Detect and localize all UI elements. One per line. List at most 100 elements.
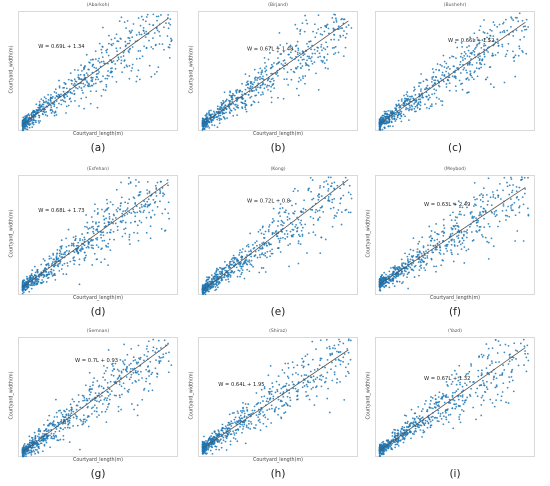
data-point	[308, 55, 311, 58]
data-point	[41, 450, 44, 453]
data-point	[48, 255, 51, 258]
data-point	[476, 75, 479, 78]
regression-line	[202, 20, 349, 125]
data-point	[282, 64, 284, 67]
data-point	[469, 72, 472, 75]
data-point	[154, 367, 157, 370]
data-point	[499, 198, 502, 200]
data-point	[132, 356, 135, 359]
data-point	[396, 115, 399, 117]
data-point	[340, 211, 343, 214]
data-point	[47, 99, 50, 101]
data-point	[333, 373, 336, 376]
data-point	[129, 32, 132, 34]
data-point	[154, 184, 157, 187]
data-point	[413, 107, 416, 110]
data-point	[150, 373, 153, 376]
data-point	[296, 394, 299, 397]
scatter-plot: W = 0.7L + 0.93	[21, 338, 173, 458]
data-point	[41, 279, 44, 281]
data-point	[150, 46, 153, 48]
data-point	[482, 187, 485, 190]
data-point	[406, 255, 409, 258]
data-point	[496, 189, 499, 192]
data-point	[167, 27, 170, 30]
data-point	[147, 350, 150, 353]
data-point	[22, 124, 24, 127]
data-point	[110, 221, 113, 223]
data-point	[283, 412, 285, 415]
data-point	[132, 23, 135, 25]
data-point	[74, 235, 77, 238]
data-point	[211, 113, 214, 116]
data-point	[267, 374, 270, 377]
data-point	[236, 410, 239, 413]
data-point	[288, 217, 291, 220]
data-point	[80, 248, 82, 251]
data-point	[211, 284, 214, 286]
data-point	[430, 105, 433, 108]
data-point	[43, 101, 45, 103]
data-point	[24, 123, 27, 126]
data-point	[128, 64, 131, 67]
data-point	[160, 228, 163, 230]
data-point	[220, 118, 223, 121]
data-point	[478, 67, 481, 70]
data-point	[208, 286, 211, 288]
data-point	[145, 30, 148, 33]
data-point	[524, 188, 527, 190]
data-point	[480, 214, 482, 216]
data-point	[265, 69, 268, 72]
data-point	[280, 387, 283, 390]
data-point	[26, 115, 28, 118]
data-point	[221, 102, 224, 105]
data-point	[121, 71, 124, 74]
data-point	[132, 359, 135, 362]
data-point	[219, 112, 222, 114]
data-point	[62, 87, 64, 89]
data-point	[215, 448, 218, 451]
data-point	[129, 181, 132, 183]
data-point	[397, 99, 400, 102]
data-point	[275, 230, 278, 232]
data-point	[418, 258, 421, 261]
data-point	[21, 280, 24, 283]
data-point	[300, 219, 303, 222]
data-point	[278, 61, 281, 63]
data-point	[469, 52, 472, 55]
data-point	[61, 245, 63, 247]
data-point	[477, 56, 480, 59]
data-point	[69, 91, 72, 93]
data-point	[105, 399, 108, 402]
data-point	[435, 270, 437, 273]
data-point	[254, 250, 257, 253]
data-point	[413, 276, 416, 278]
data-point	[137, 373, 140, 376]
data-point	[227, 433, 229, 436]
data-point	[479, 211, 481, 214]
data-point	[156, 375, 159, 378]
data-point	[201, 117, 204, 120]
data-point	[327, 176, 330, 179]
data-point	[249, 427, 252, 430]
data-point	[81, 423, 84, 426]
chart-panel: (Bushehr) W = 0.66L + 1.52 (c)	[363, 2, 535, 160]
data-point	[130, 212, 133, 215]
data-point	[445, 247, 448, 250]
data-point	[394, 268, 397, 271]
data-point	[456, 67, 458, 70]
data-point	[35, 109, 38, 111]
data-point	[401, 265, 404, 268]
data-point	[146, 205, 149, 208]
data-point	[65, 87, 68, 90]
data-point	[101, 247, 103, 250]
data-point	[509, 198, 512, 200]
data-point	[120, 56, 122, 58]
data-point	[211, 446, 213, 448]
data-point	[143, 209, 145, 212]
data-point	[138, 33, 141, 36]
data-point	[241, 90, 244, 93]
data-point	[388, 286, 391, 289]
data-point	[450, 251, 453, 254]
data-point	[37, 435, 39, 438]
